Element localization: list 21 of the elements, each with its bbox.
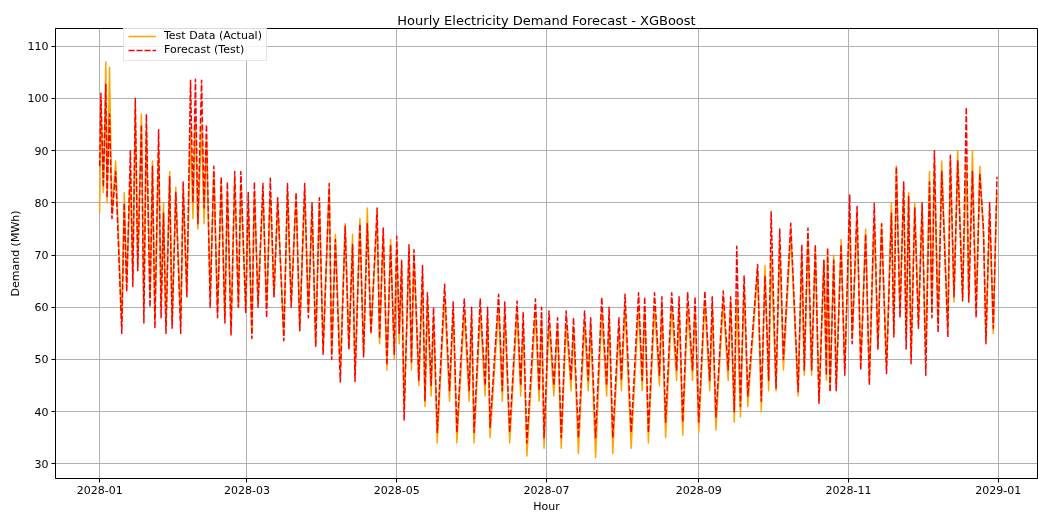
y-tick-label: 80	[34, 196, 49, 210]
x-tick-label: 2028-03	[224, 483, 270, 497]
y-tick-label: 60	[34, 301, 49, 315]
x-tick-label: 2028-01	[76, 483, 123, 497]
legend-label: Forecast (Test)	[164, 43, 245, 56]
legend-label: Test Data (Actual)	[164, 29, 262, 42]
y-tick-label: 110	[27, 40, 49, 54]
y-axis-title: Demand (MWh)	[8, 210, 22, 297]
y-tick-label: 100	[27, 92, 49, 106]
x-tick-label: 2028-05	[373, 483, 420, 497]
x-tick-label: 2028-09	[675, 483, 722, 497]
y-tick-label: 40	[34, 405, 49, 419]
y-tick-label: 30	[34, 457, 49, 471]
y-tick-label: 50	[34, 353, 49, 367]
x-tick-label: 2028-11	[825, 483, 872, 497]
x-tick-label: 2029-01	[975, 483, 1022, 497]
y-tick-label: 90	[34, 144, 49, 158]
x-tick-label: 2028-07	[523, 483, 570, 497]
y-tick-label: 70	[34, 249, 49, 263]
chart-title: Hourly Electricity Demand Forecast - XGBoost	[397, 12, 696, 28]
x-axis-title: Hour	[533, 499, 561, 513]
